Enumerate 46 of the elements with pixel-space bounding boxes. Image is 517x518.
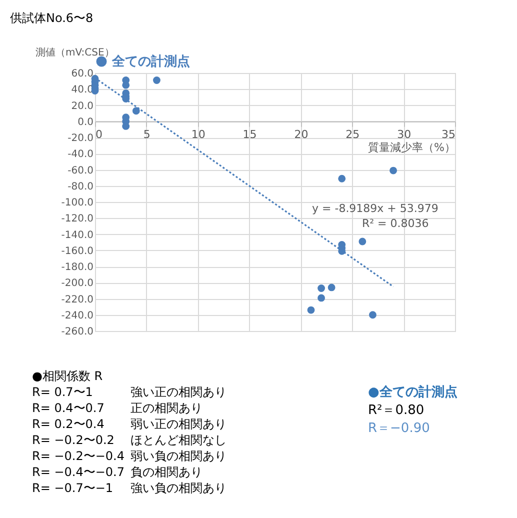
x-axis-title: 質量減少率（%）: [368, 140, 456, 154]
text: 強い正の相関あり: [130, 384, 228, 400]
x-tick-label: 15: [242, 128, 257, 141]
text: 弱い負の相関あり: [130, 448, 228, 464]
text: R＝−0.90: [368, 420, 431, 438]
text: R= −0.4〜−0.7: [32, 464, 126, 480]
y-tick-label: -40.0: [68, 149, 94, 160]
text: R²＝0.80: [368, 402, 426, 420]
y-tick-label: -180.0: [61, 262, 94, 273]
text: R= −0.2〜−0.4: [32, 448, 126, 464]
y-tick-label: -60.0: [68, 165, 94, 176]
text: R= 0.7〜1: [32, 384, 94, 400]
y-tick-label: -220.0: [61, 294, 94, 306]
y-tick-label: 60.0: [71, 68, 94, 80]
text: 負の相関あり: [130, 464, 204, 480]
text: R= 0.2〜0.4: [32, 416, 106, 432]
y-tick-label: -20.0: [68, 133, 94, 144]
y-tick-label: -120.0: [61, 214, 94, 225]
y-tick-label: -140.0: [61, 230, 94, 241]
y-tick-label: -200.0: [61, 278, 94, 290]
text: R= −0.2〜0.2: [32, 432, 116, 448]
text: ●相関係数 R: [32, 368, 104, 384]
x-tick-label: 5: [143, 128, 150, 141]
text: R= −0.7〜−1: [32, 480, 114, 496]
y-tick-label: -80.0: [68, 181, 94, 192]
text: 強い負の相関あり: [130, 480, 228, 496]
y-tick-label: 0.0: [78, 116, 94, 128]
x-tick-label: 25: [346, 128, 360, 141]
chart-title: 供試体No.6〜8: [10, 10, 94, 27]
y-tick-label: 20.0: [71, 100, 94, 112]
text: ほとんど相関なし: [130, 432, 228, 448]
x-tick-label: 0: [96, 128, 102, 141]
text: 弱い正の相関あり: [130, 416, 228, 432]
annotation: R² = 0.8036: [362, 217, 429, 230]
text: R= 0.4〜0.7: [32, 400, 106, 416]
x-tick-label: 20: [294, 128, 308, 141]
y-tick-label: -240.0: [61, 310, 94, 322]
text: 正の相関あり: [130, 400, 204, 416]
x-tick-label: 10: [191, 128, 206, 141]
x-tick-label: 30: [397, 128, 412, 141]
annotation: y = -8.9189x + 53.979: [312, 202, 438, 215]
text: ●全ての計測点: [368, 384, 458, 402]
y-tick-label: -260.0: [61, 326, 94, 338]
x-tick-label: 35: [442, 128, 456, 141]
y-tick-label: -160.0: [61, 246, 94, 257]
y-tick-label: -100.0: [61, 198, 94, 208]
